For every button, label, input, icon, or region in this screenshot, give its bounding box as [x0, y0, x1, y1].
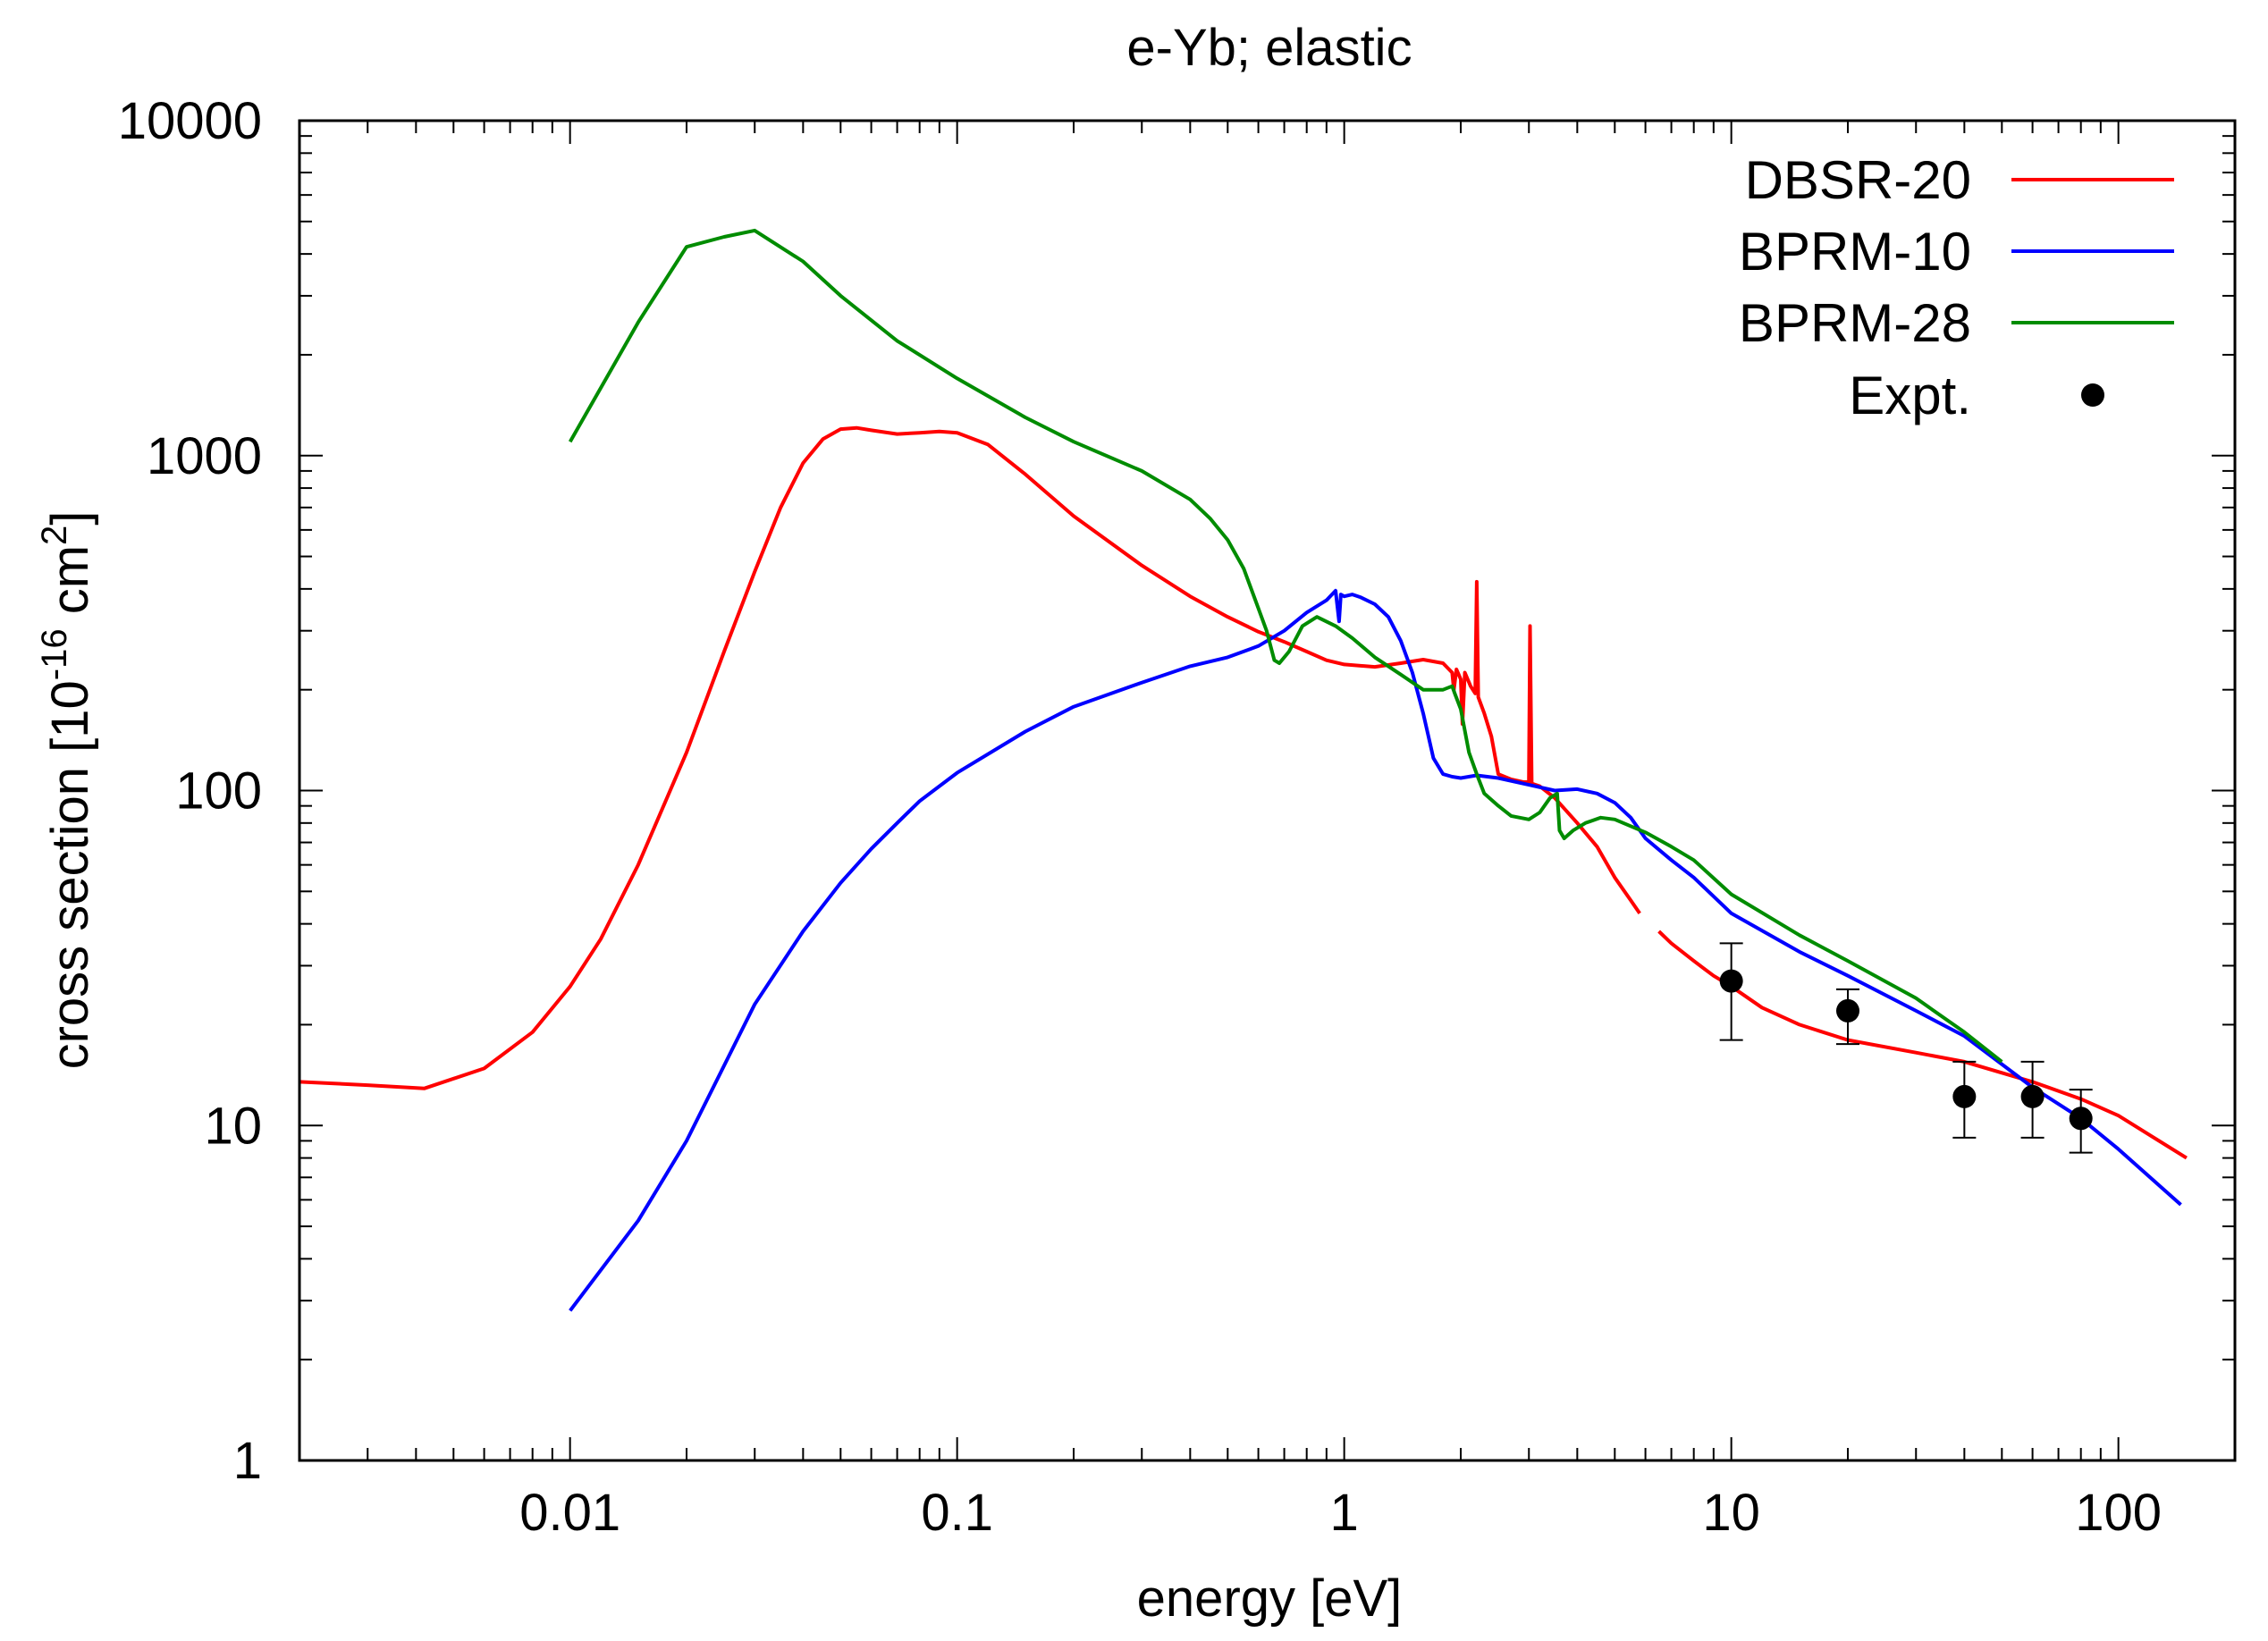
y-axis-title-prefix: cross section [10 — [41, 680, 99, 1069]
expt-marker — [2069, 1107, 2093, 1131]
legend-label-dbsr-20: DBSR-20 — [1745, 150, 1971, 210]
x-tick-label: 1 — [1330, 1484, 1359, 1542]
legend-label-bprm-10: BPRM-10 — [1739, 222, 1971, 282]
y-axis-title-exp1: -16 — [35, 628, 74, 680]
legend-marker-expt — [2081, 383, 2104, 407]
y-tick-label: 10 — [204, 1097, 262, 1155]
y-tick-label: 1000 — [147, 427, 262, 485]
expt-point — [1836, 988, 1859, 1046]
expt-point — [1719, 942, 1743, 1041]
x-tick-label: 0.1 — [921, 1484, 993, 1542]
series-line-bprm-10 — [569, 588, 2182, 1312]
y-axis-title: cross section [10-16 cm2] — [35, 511, 99, 1070]
series-line-bprm-28 — [568, 228, 2003, 1064]
x-tick-label: 0.01 — [519, 1484, 620, 1542]
legend-label-expt: Expt. — [1849, 366, 1971, 425]
x-axis-title: energy [eV] — [1137, 1569, 1403, 1628]
chart-title: e-Yb; elastic — [1126, 19, 1412, 77]
expt-marker — [1836, 998, 1859, 1022]
expt-marker — [2020, 1084, 2045, 1108]
y-axis-title-exp2: 2 — [35, 526, 74, 545]
legend: DBSR-20 BPRM-10 BPRM-28 Expt. — [1739, 150, 2174, 425]
y-axis-title-mid: cm — [41, 545, 99, 628]
legend-label-bprm-28: BPRM-28 — [1739, 293, 1971, 353]
series-line-dbsr-20 — [299, 425, 2188, 1160]
expt-point — [2020, 1060, 2045, 1139]
x-tick-label: 100 — [2075, 1484, 2162, 1542]
expt-marker — [1719, 969, 1743, 993]
y-tick-label: 1 — [233, 1432, 262, 1490]
expt-point — [2069, 1089, 2093, 1154]
expt-point — [1952, 1060, 1977, 1139]
x-tick-label: 10 — [1702, 1484, 1760, 1542]
y-tick-label: 100 — [175, 762, 262, 820]
expt-marker — [1952, 1084, 1977, 1108]
y-axis-title-suffix: ] — [41, 511, 99, 526]
plot-frame — [298, 119, 2237, 1462]
y-tick-label: 10000 — [118, 92, 262, 150]
